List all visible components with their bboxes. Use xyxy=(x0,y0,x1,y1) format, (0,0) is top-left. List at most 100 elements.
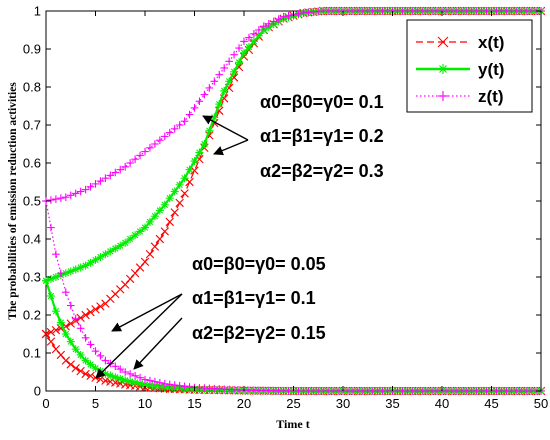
data-point xyxy=(91,347,100,355)
data-point xyxy=(91,305,100,314)
data-point xyxy=(294,10,303,18)
data-point xyxy=(165,217,174,227)
data-point xyxy=(180,382,189,391)
data-point xyxy=(111,168,120,177)
legend-samples xyxy=(416,36,470,101)
annotation-high-1: α0=β0=γ0= 0.1 xyxy=(260,92,384,112)
annotation-high-2: α1=β1=γ1= 0.2 xyxy=(260,126,384,146)
data-point xyxy=(86,360,95,369)
data-point xyxy=(185,165,194,174)
arrow-low-1 xyxy=(111,293,183,332)
data-point xyxy=(438,64,448,74)
data-point xyxy=(101,174,110,182)
data-point xyxy=(86,371,95,380)
data-point xyxy=(121,163,129,171)
series-zt-high xyxy=(42,7,545,205)
data-point xyxy=(225,77,234,86)
y-tick-label: 0.1 xyxy=(23,346,41,361)
data-point xyxy=(86,182,95,191)
data-point xyxy=(249,37,258,46)
tick-layer: 0 5 10 15 20 25 30 35 40 45 50 0 0.1 0.2 0.3 0.4 0.5 0.6 0… xyxy=(23,4,548,412)
data-point xyxy=(141,223,149,232)
data-point xyxy=(71,345,80,354)
data-point xyxy=(438,91,448,101)
x-tick-label: 50 xyxy=(534,396,548,411)
data-point xyxy=(170,381,179,389)
data-point xyxy=(81,356,90,365)
data-point xyxy=(71,189,80,198)
data-point xyxy=(81,185,90,194)
data-point xyxy=(205,126,214,135)
data-point xyxy=(52,250,60,258)
data-point xyxy=(150,242,160,251)
data-point xyxy=(116,365,125,373)
annotation-arrows xyxy=(95,115,249,379)
data-point xyxy=(66,360,75,369)
legend-label-y: y(t) xyxy=(478,60,504,79)
data-point xyxy=(76,350,85,359)
x-tick-label: 5 xyxy=(92,396,99,411)
data-point xyxy=(160,200,169,209)
y-tick-label: 0.7 xyxy=(23,118,41,133)
data-point xyxy=(269,17,278,26)
arrow-high-2 xyxy=(213,139,249,156)
arrow-low-3 xyxy=(133,317,183,370)
x-tick-label: 10 xyxy=(138,396,152,411)
data-point xyxy=(76,187,85,196)
data-point xyxy=(220,64,228,72)
data-point xyxy=(161,132,169,141)
data-point xyxy=(215,70,224,79)
data-point xyxy=(165,194,174,203)
arrow-high-1 xyxy=(202,115,249,141)
data-point xyxy=(66,301,75,310)
data-point xyxy=(131,378,140,387)
data-point xyxy=(111,362,120,371)
data-point xyxy=(200,90,209,99)
data-point xyxy=(136,151,144,160)
y-tick-label: 0.2 xyxy=(23,308,41,323)
data-point xyxy=(46,327,56,337)
data-point xyxy=(46,337,56,346)
data-point xyxy=(190,166,199,175)
y-tick-label: 0.8 xyxy=(23,80,41,95)
data-point xyxy=(165,128,174,137)
data-point xyxy=(96,302,105,311)
y-tick-label: 0.4 xyxy=(23,232,41,247)
y-axis-label: The probabilities of emission reduction … xyxy=(7,82,19,320)
y-tick-label: 0.6 xyxy=(23,156,41,171)
data-point xyxy=(215,100,224,109)
data-point xyxy=(264,20,273,28)
y-tick-label: 0 xyxy=(34,384,41,399)
data-point xyxy=(150,212,159,221)
data-point xyxy=(254,31,263,40)
data-point xyxy=(126,370,134,378)
data-point xyxy=(155,206,164,215)
data-point xyxy=(175,180,184,189)
data-point xyxy=(52,195,60,203)
annotation-low-3: α2=β2=γ2= 0.15 xyxy=(192,323,326,343)
legend: x(t) y(t) z(t) xyxy=(406,19,533,113)
data-point xyxy=(185,110,194,119)
data-point xyxy=(225,57,233,66)
data-point xyxy=(146,376,154,385)
annotation-high-3: α2=β2=γ2= 0.3 xyxy=(260,161,384,181)
data-point xyxy=(195,148,204,157)
data-point xyxy=(240,37,248,46)
data-point xyxy=(145,250,155,259)
data-point xyxy=(47,196,55,204)
data-point xyxy=(91,180,100,188)
data-point xyxy=(255,26,263,34)
data-point xyxy=(62,288,70,296)
data-point xyxy=(170,125,179,133)
data-point xyxy=(141,147,149,156)
data-point xyxy=(437,36,449,48)
data-point xyxy=(126,377,135,386)
data-point xyxy=(57,194,65,202)
data-point xyxy=(151,140,159,148)
data-point xyxy=(51,307,60,316)
data-point xyxy=(180,174,189,183)
x-tick-label: 20 xyxy=(237,396,251,411)
y-tick-label: 1 xyxy=(34,4,41,19)
data-point xyxy=(71,364,80,373)
data-point xyxy=(260,22,268,30)
